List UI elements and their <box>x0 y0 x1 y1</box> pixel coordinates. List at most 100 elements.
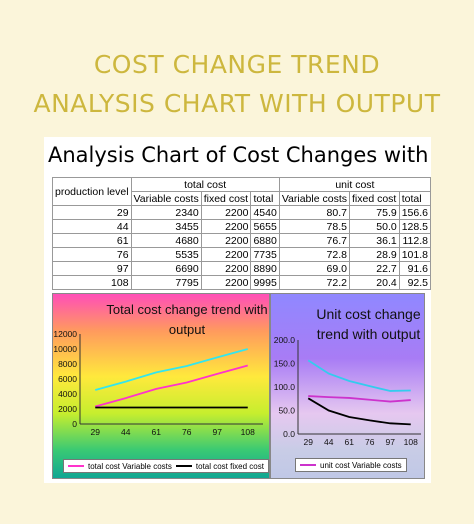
x-tick-label: 61 <box>152 427 162 437</box>
table-cell: 4540 <box>250 205 280 220</box>
unit-cost-plot: 0.0 50.0 100.0 150.0 200.0 29 44 61 76 97 108 <box>274 335 421 447</box>
table-row: 76 5535 2200 7735 72.8 28.9 101.8 <box>52 247 431 262</box>
unit-cost-chart: 0.0 50.0 100.0 150.0 200.0 29 44 61 76 97 108 Unit… <box>270 293 425 479</box>
y-tick-label: 2000 <box>58 404 77 414</box>
table-cell: 76 <box>52 247 132 262</box>
x-tick-label: 29 <box>304 437 314 447</box>
table-cell: 156.6 <box>398 205 431 220</box>
total-cost-chart: 0 2000 4000 6000 8000 10000 12000 29 44 61 76 97 108… <box>52 293 270 479</box>
table-cell: 22.7 <box>348 261 400 276</box>
x-tick-label: 76 <box>365 437 375 447</box>
table-row: 97 6690 2200 8890 69.0 22.7 91.6 <box>52 261 431 276</box>
table-cell: 97 <box>52 261 132 276</box>
table-cell: 80.7 <box>278 205 350 220</box>
table-cell: 2200 <box>200 233 252 248</box>
chart-title: Total cost change trend with output <box>106 302 268 337</box>
table-cell: 101.8 <box>398 247 431 262</box>
table-cell: 28.9 <box>348 247 400 262</box>
table-cell: 5535 <box>130 247 202 262</box>
legend-swatch <box>300 464 316 466</box>
table-cell: 75.9 <box>348 205 400 220</box>
table-cell: 76.7 <box>278 233 350 248</box>
header-production-level: production level <box>52 177 132 206</box>
header-total-variable: Variable costs <box>130 191 202 206</box>
table-row: 44 3455 2200 5655 78.5 50.0 128.5 <box>52 219 431 234</box>
table-cell: 9995 <box>250 275 280 290</box>
y-tick-label: 0.0 <box>283 429 295 439</box>
legend-swatch <box>68 465 84 467</box>
table-cell: 3455 <box>130 219 202 234</box>
table-cell: 4680 <box>130 233 202 248</box>
table-cell: 108 <box>52 275 132 290</box>
cost-table: production level total cost unit cost Va… <box>52 177 431 290</box>
header-unit-fixed: fixed cost <box>348 191 400 206</box>
total-cost-plot: 0 2000 4000 6000 8000 10000 12000 29 44 61 76 97 108 <box>53 329 263 437</box>
series-line-0 <box>308 395 411 403</box>
series-line-1 <box>307 397 411 426</box>
table-cell: 29 <box>52 205 132 220</box>
table-cell: 61 <box>52 233 132 248</box>
header-total-cost: total cost <box>130 177 280 192</box>
legend-label: unit cost Variable costs <box>320 460 402 470</box>
header-total-total: total <box>250 191 280 206</box>
table-cell: 44 <box>52 219 132 234</box>
table-cell: 2200 <box>200 275 252 290</box>
table-cell: 2200 <box>200 219 252 234</box>
table-cell: 50.0 <box>348 219 400 234</box>
table-cell: 5655 <box>250 219 280 234</box>
y-tick-label: 4000 <box>58 389 77 399</box>
table-cell: 72.8 <box>278 247 350 262</box>
table-cell: 69.0 <box>278 261 350 276</box>
header-unit-variable: Variable costs <box>278 191 350 206</box>
table-cell: 6880 <box>250 233 280 248</box>
x-tick-label: 97 <box>386 437 396 447</box>
y-tick-label: 0 <box>72 419 77 429</box>
header-unit-cost: unit cost <box>278 177 431 192</box>
x-tick-label: 108 <box>404 437 418 447</box>
x-tick-label: 61 <box>345 437 355 447</box>
table-cell: 2340 <box>130 205 202 220</box>
y-tick-label: 8000 <box>58 359 77 369</box>
table-row: 61 4680 2200 6880 76.7 36.1 112.8 <box>52 233 431 248</box>
y-tick-label: 12000 <box>53 329 77 339</box>
series-line-0 <box>95 364 248 408</box>
y-tick-label: 10000 <box>53 344 77 354</box>
x-tick-label: 108 <box>241 427 255 437</box>
table-cell: 36.1 <box>348 233 400 248</box>
table-cell: 128.5 <box>398 219 431 234</box>
table-cell: 7735 <box>250 247 280 262</box>
table-cell: 2200 <box>200 261 252 276</box>
x-tick-label: 76 <box>182 427 192 437</box>
page-title-line2: ANALYSIS CHART WITH OUTPUT <box>33 89 441 118</box>
table-cell: 112.8 <box>398 233 431 248</box>
x-tick-label: 44 <box>121 427 131 437</box>
legend: unit cost Variable costs <box>295 458 407 472</box>
sheet-title: Analysis Chart of Cost Changes with Prod… <box>48 143 431 167</box>
page-title-line1: COST CHANGE TREND <box>93 50 381 79</box>
table-cell: 6690 <box>130 261 202 276</box>
y-tick-label: 6000 <box>58 374 77 384</box>
header-unit-total: total <box>398 191 431 206</box>
table-row: 108 7795 2200 9995 72.2 20.4 92.5 <box>52 275 431 290</box>
legend: total cost Variable costs total cost fix… <box>63 459 269 473</box>
chart-title: Unit cost change trend with output <box>316 306 421 342</box>
legend-swatch <box>175 465 192 467</box>
table-cell: 78.5 <box>278 219 350 234</box>
header-total-fixed: fixed cost <box>200 191 252 206</box>
y-tick-label: 200.0 <box>274 335 296 345</box>
legend-label: total cost Variable costs <box>88 461 172 471</box>
table-cell: 20.4 <box>348 275 400 290</box>
y-tick-label: 150.0 <box>274 359 296 369</box>
table-cell: 91.6 <box>398 261 431 276</box>
table-cell: 2200 <box>200 247 252 262</box>
x-tick-label: 29 <box>91 427 101 437</box>
legend-label: total cost fixed cost <box>195 461 264 471</box>
table-cell: 92.5 <box>398 275 431 290</box>
series-line-2 <box>95 348 248 391</box>
table-row: 29 2340 2200 4540 80.7 75.9 156.6 <box>52 205 431 220</box>
x-tick-label: 44 <box>324 437 334 447</box>
y-tick-label: 100.0 <box>274 382 296 392</box>
table-cell: 2200 <box>200 205 252 220</box>
y-tick-label: 50.0 <box>278 406 295 416</box>
series-line-2 <box>307 359 411 392</box>
